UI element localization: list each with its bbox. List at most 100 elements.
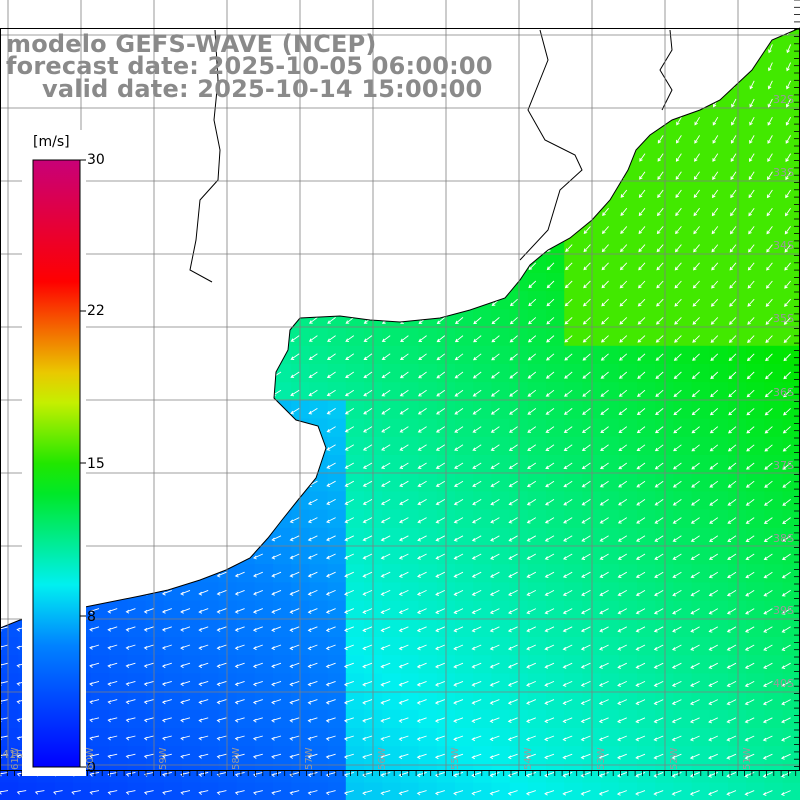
wind-arrow (198, 771, 209, 777)
wind-arrow (327, 226, 336, 234)
wind-cell (309, 509, 329, 529)
wind-cell (600, 728, 620, 747)
wind-cell (291, 364, 310, 383)
wind-cell (218, 400, 238, 420)
wind-arrow (344, 426, 355, 433)
wind-arrow (89, 389, 100, 396)
wind-cell (746, 527, 765, 547)
wind-cell (491, 455, 511, 474)
wind-arrow (73, 116, 82, 125)
wind-arrow (435, 499, 446, 506)
wind-cell (345, 163, 365, 183)
wind-arrow (602, 153, 609, 162)
wind-arrow (727, 462, 737, 470)
wind-arrow (38, 8, 44, 15)
wind-cell (673, 527, 693, 547)
wind-cell (273, 291, 292, 310)
wind-arrow (728, 389, 737, 398)
wind-arrow (234, 662, 245, 669)
wind-arrow (290, 335, 300, 342)
wind-arrow (108, 298, 118, 306)
wind-arrow (253, 535, 263, 542)
wind-arrow (671, 680, 682, 688)
wind-arrow (455, 244, 464, 252)
wind-arrow (364, 207, 373, 216)
wind-arrow (125, 680, 136, 687)
wind-arrow (343, 680, 354, 687)
wind-cell (254, 127, 274, 147)
wind-cell (345, 182, 365, 201)
wind-cell (163, 418, 183, 438)
wind-cell (0, 691, 19, 711)
wind-arrow (726, 590, 737, 597)
wind-arrow (580, 644, 591, 651)
wind-arrow (782, 517, 791, 524)
wind-cell (600, 182, 620, 201)
wind-cell (764, 327, 784, 347)
wind-cell (418, 455, 438, 474)
wind-cell (728, 691, 747, 711)
wind-arrow (90, 171, 100, 179)
wind-arrow (108, 317, 118, 324)
wind-cell (273, 418, 292, 438)
wind-arrow (494, 28, 500, 35)
wind-cell (691, 345, 711, 365)
wind-arrow (453, 699, 464, 705)
wind-arrow (252, 644, 263, 651)
wind-arrow (507, 626, 518, 633)
wind-cell (400, 782, 420, 800)
wind-arrow (161, 662, 172, 669)
wind-arrow (617, 699, 627, 706)
wind-arrow (711, 244, 719, 253)
wind-arrow (418, 262, 427, 270)
wind-cell (728, 72, 747, 92)
wind-cell (546, 291, 565, 310)
wind-arrow (235, 389, 245, 397)
wind-arrow (216, 571, 227, 578)
wind-arrow (89, 371, 100, 378)
wind-cell (673, 764, 693, 784)
wind-arrow (90, 207, 100, 215)
wind-cell (145, 618, 165, 638)
wind-arrow (454, 389, 464, 397)
wind-cell (127, 655, 147, 674)
wind-arrow (691, 426, 700, 434)
wind-cell (600, 218, 620, 238)
wind-arrow (599, 626, 609, 633)
wind-arrow (581, 480, 591, 488)
wind-cell (127, 236, 147, 256)
wind-cell (418, 254, 438, 274)
wind-arrow (125, 426, 136, 433)
wind-cell (345, 200, 365, 219)
wind-arrow (471, 535, 482, 542)
wind-arrow (471, 680, 482, 687)
wind-arrow (435, 426, 446, 433)
wind-arrow (0, 371, 9, 378)
wind-arrow (544, 644, 555, 651)
wind-arrow (694, 98, 700, 108)
wind-cell (291, 691, 310, 711)
wind-cell (527, 436, 547, 456)
wind-arrow (769, 8, 773, 16)
wind-cell (273, 546, 292, 565)
wind-cell (673, 182, 693, 201)
wind-arrow (271, 608, 282, 614)
wind-cell (236, 327, 256, 347)
wind-cell (236, 709, 256, 729)
wind-arrow (416, 644, 427, 651)
wind-cell (564, 72, 583, 92)
wind-arrow (689, 735, 700, 742)
wind-arrow (253, 553, 263, 560)
wind-arrow (111, 8, 117, 15)
wind-arrow (289, 517, 300, 524)
wind-cell (509, 782, 529, 800)
wind-cell (709, 655, 729, 674)
wind-cell (782, 673, 800, 693)
wind-cell (764, 145, 784, 165)
wind-arrow (199, 335, 209, 342)
wind-arrow (343, 735, 354, 741)
wind-arrow (635, 571, 646, 579)
wind-arrow (508, 571, 518, 578)
wind-arrow (89, 790, 100, 795)
wind-cell (600, 691, 620, 711)
